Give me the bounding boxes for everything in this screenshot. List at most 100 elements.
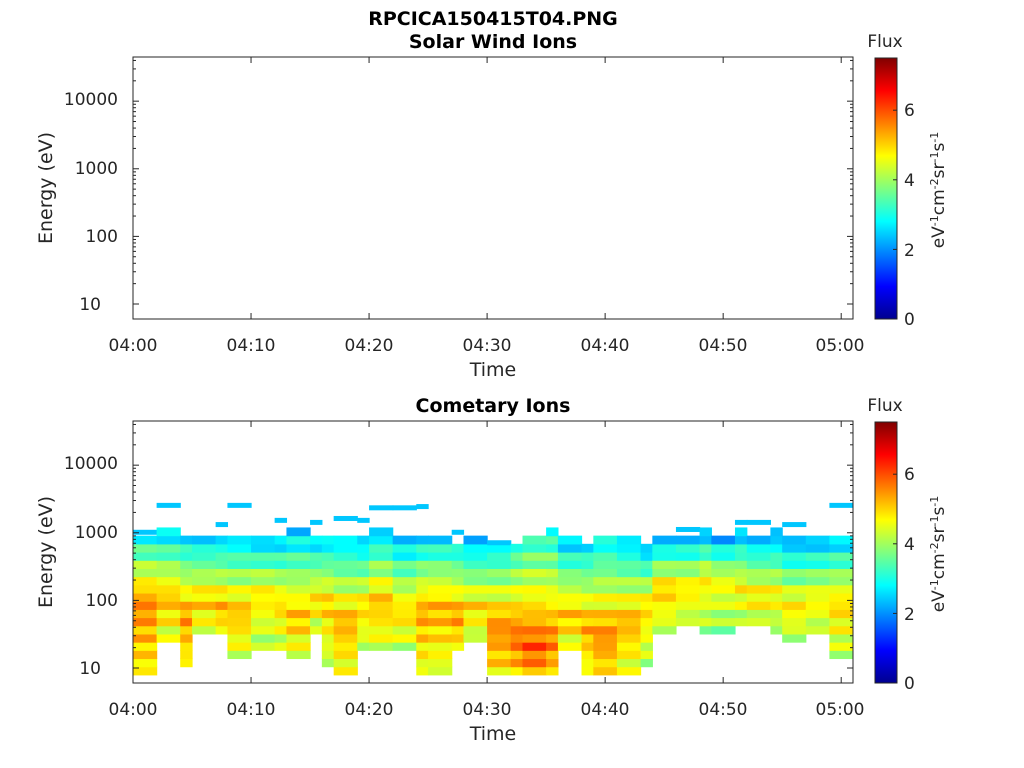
heatmap-cell bbox=[581, 642, 594, 651]
heatmap-cell bbox=[428, 617, 453, 627]
heatmap-cell bbox=[428, 658, 453, 668]
heatmap-cell bbox=[770, 527, 783, 537]
heatmap-cell bbox=[711, 568, 736, 578]
heatmap-cell bbox=[711, 592, 736, 602]
heatmap-cell bbox=[180, 617, 193, 627]
heatmap-cell bbox=[829, 568, 853, 578]
heatmap-cell bbox=[133, 650, 158, 660]
heatmap-cell bbox=[369, 584, 394, 594]
heatmap-cell bbox=[746, 601, 771, 610]
heatmap-cell bbox=[286, 584, 311, 594]
heatmap-cell bbox=[369, 625, 394, 635]
heatmap-cell bbox=[675, 560, 701, 569]
heatmap-cell bbox=[428, 552, 453, 561]
y-axis-label-2: Energy (eV) bbox=[35, 496, 57, 608]
heatmap-cell bbox=[416, 625, 429, 635]
heatmap-cell bbox=[286, 609, 311, 619]
x-tick-label: 04:00 bbox=[109, 336, 158, 356]
heatmap-cell bbox=[251, 617, 276, 627]
heatmap-cell bbox=[557, 642, 583, 651]
heatmap-cell bbox=[428, 650, 453, 660]
heatmap-cell bbox=[487, 617, 512, 627]
heatmap-cell bbox=[593, 543, 618, 553]
heatmap-cell bbox=[711, 543, 736, 553]
heatmap-cell bbox=[180, 535, 193, 545]
heatmap-cell bbox=[416, 568, 429, 578]
heatmap-cell bbox=[416, 552, 429, 561]
heatmap-cell bbox=[227, 560, 252, 569]
heatmap-cell bbox=[593, 576, 618, 586]
heatmap-cell bbox=[510, 584, 524, 594]
heatmap-cell bbox=[699, 543, 712, 553]
heatmap-cell bbox=[274, 584, 288, 594]
heatmap-cell bbox=[829, 592, 853, 602]
heatmap-cell bbox=[416, 504, 429, 510]
heatmap-cell bbox=[451, 568, 465, 578]
heatmap-cell bbox=[321, 592, 335, 602]
heatmap-cell bbox=[546, 642, 559, 651]
heatmap-cell bbox=[180, 560, 193, 569]
heatmap-cell bbox=[829, 502, 853, 508]
heatmap-cell bbox=[416, 535, 429, 545]
heatmap-cell bbox=[428, 543, 453, 553]
heatmap-cell bbox=[581, 617, 594, 627]
heatmap-cell bbox=[782, 552, 807, 561]
heatmap-cell bbox=[286, 617, 311, 627]
heatmap-cell bbox=[805, 584, 830, 594]
heatmap-cell bbox=[510, 658, 524, 668]
heatmap-cell bbox=[675, 535, 701, 545]
heatmap-cell bbox=[310, 617, 323, 627]
heatmap-cell bbox=[734, 560, 748, 569]
heatmap-cell bbox=[593, 609, 618, 619]
colorbar-unit-label-1: eV-1cm-2sr-1s-1 bbox=[928, 132, 949, 249]
heatmap-cell bbox=[581, 625, 594, 635]
heatmap-cell bbox=[133, 568, 158, 578]
panel-solar-wind: Solar Wind Ions 04:00 04:10 04:20 04:30 … bbox=[35, 31, 949, 381]
heatmap-cell bbox=[215, 609, 229, 619]
heatmap-cell bbox=[522, 609, 547, 619]
heatmap-cell bbox=[451, 560, 465, 569]
heatmap-cell bbox=[274, 560, 288, 569]
heatmap-cell bbox=[321, 642, 335, 651]
heatmap-cell bbox=[829, 576, 853, 586]
heatmap-cell bbox=[829, 584, 853, 594]
heatmap-cell bbox=[392, 609, 417, 619]
heatmap-cell bbox=[711, 535, 736, 545]
heatmap-cell bbox=[286, 568, 311, 578]
heatmap-cell bbox=[746, 617, 771, 627]
x-tick-label: 04:00 bbox=[109, 700, 158, 720]
colorbar-tick-label: 2 bbox=[904, 605, 915, 625]
heatmap-cell bbox=[487, 584, 512, 594]
x-tick-label: 04:40 bbox=[581, 700, 630, 720]
heatmap-cell bbox=[357, 609, 370, 619]
heatmap-cell bbox=[310, 584, 323, 594]
heatmap-cell bbox=[487, 666, 512, 676]
heatmap-cell bbox=[805, 560, 830, 569]
colorbar-title-1: Flux bbox=[867, 32, 902, 52]
heatmap-cell bbox=[593, 666, 618, 676]
heatmap-cell bbox=[699, 625, 712, 635]
heatmap-cell bbox=[557, 560, 583, 569]
colorbar-tick-label: 0 bbox=[904, 310, 915, 330]
heatmap-cell bbox=[734, 568, 748, 578]
heatmap-cell bbox=[428, 576, 453, 586]
heatmap-cell bbox=[675, 543, 701, 553]
heatmap-cell bbox=[557, 584, 583, 594]
heatmap-cell bbox=[463, 576, 488, 586]
heatmap-cell bbox=[699, 576, 712, 586]
y-tick-label: 100 bbox=[86, 591, 118, 611]
heatmap-cell bbox=[227, 609, 252, 619]
heatmap-cell bbox=[640, 650, 653, 660]
colorbar-ticks-1 bbox=[893, 109, 897, 320]
heatmap-cell bbox=[333, 560, 358, 569]
heatmap-cell bbox=[746, 568, 771, 578]
heatmap-cell bbox=[310, 535, 323, 545]
heatmap-cell bbox=[180, 633, 193, 643]
heatmap-cell bbox=[215, 592, 229, 602]
heatmap-cell bbox=[227, 633, 252, 643]
heatmap-cell bbox=[392, 552, 417, 561]
heatmap-cell bbox=[746, 543, 771, 553]
heatmap-cell bbox=[369, 560, 394, 569]
heatmap-cell bbox=[451, 609, 465, 619]
